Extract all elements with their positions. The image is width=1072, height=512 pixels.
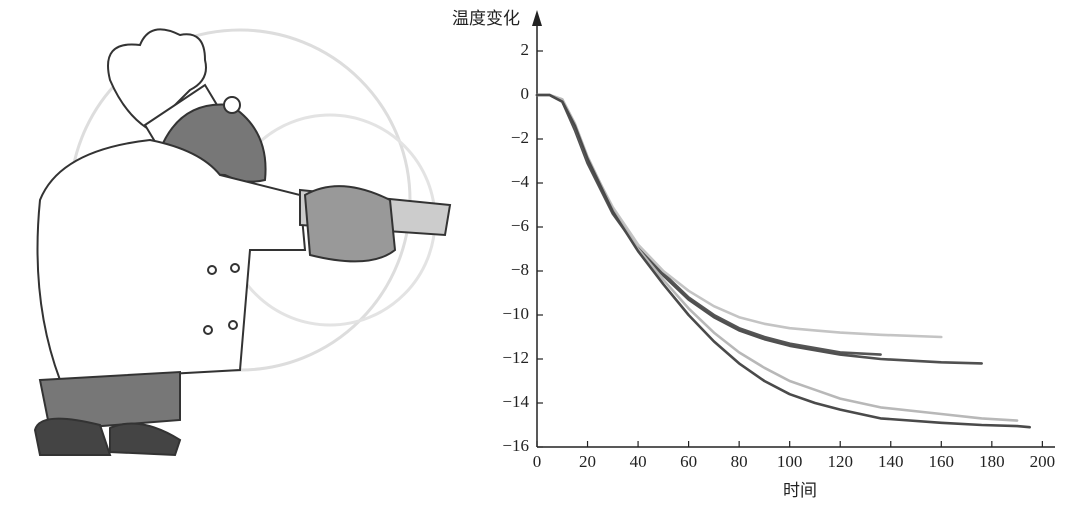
- y-tick-label: −16: [502, 436, 529, 455]
- y-tick-label: 0: [521, 84, 530, 103]
- y-tick-label: −12: [502, 348, 529, 367]
- y-tick-label: −8: [511, 260, 529, 279]
- x-tick-label: 140: [878, 452, 904, 471]
- chef-illustration: [33, 28, 452, 457]
- y-tick-label: −6: [511, 216, 529, 235]
- x-tick-label: 20: [579, 452, 596, 471]
- x-tick-label: 120: [827, 452, 853, 471]
- x-tick-label: 100: [777, 452, 803, 471]
- y-tick-label: −10: [502, 304, 529, 323]
- x-tick-label: 160: [929, 452, 955, 471]
- y-axis-arrow: [532, 10, 542, 26]
- data-line: [535, 93, 983, 365]
- y-axis-label: 温度变化: [452, 9, 520, 28]
- data-line: [535, 93, 943, 339]
- x-tick-label: 180: [979, 452, 1005, 471]
- y-tick-label: −14: [502, 392, 529, 411]
- y-tick-label: 2: [521, 40, 530, 59]
- x-tick-label: 80: [731, 452, 748, 471]
- x-tick-label: 0: [533, 452, 542, 471]
- x-tick-label: 60: [680, 452, 697, 471]
- x-tick-label: 40: [630, 452, 647, 471]
- y-tick-label: −2: [511, 128, 529, 147]
- x-axis-label: 时间: [783, 481, 817, 500]
- x-tick-label: 200: [1030, 452, 1056, 471]
- data-line: [535, 93, 882, 356]
- data-line: [535, 93, 1031, 429]
- y-tick-label: −4: [511, 172, 530, 191]
- data-line: [535, 93, 1019, 422]
